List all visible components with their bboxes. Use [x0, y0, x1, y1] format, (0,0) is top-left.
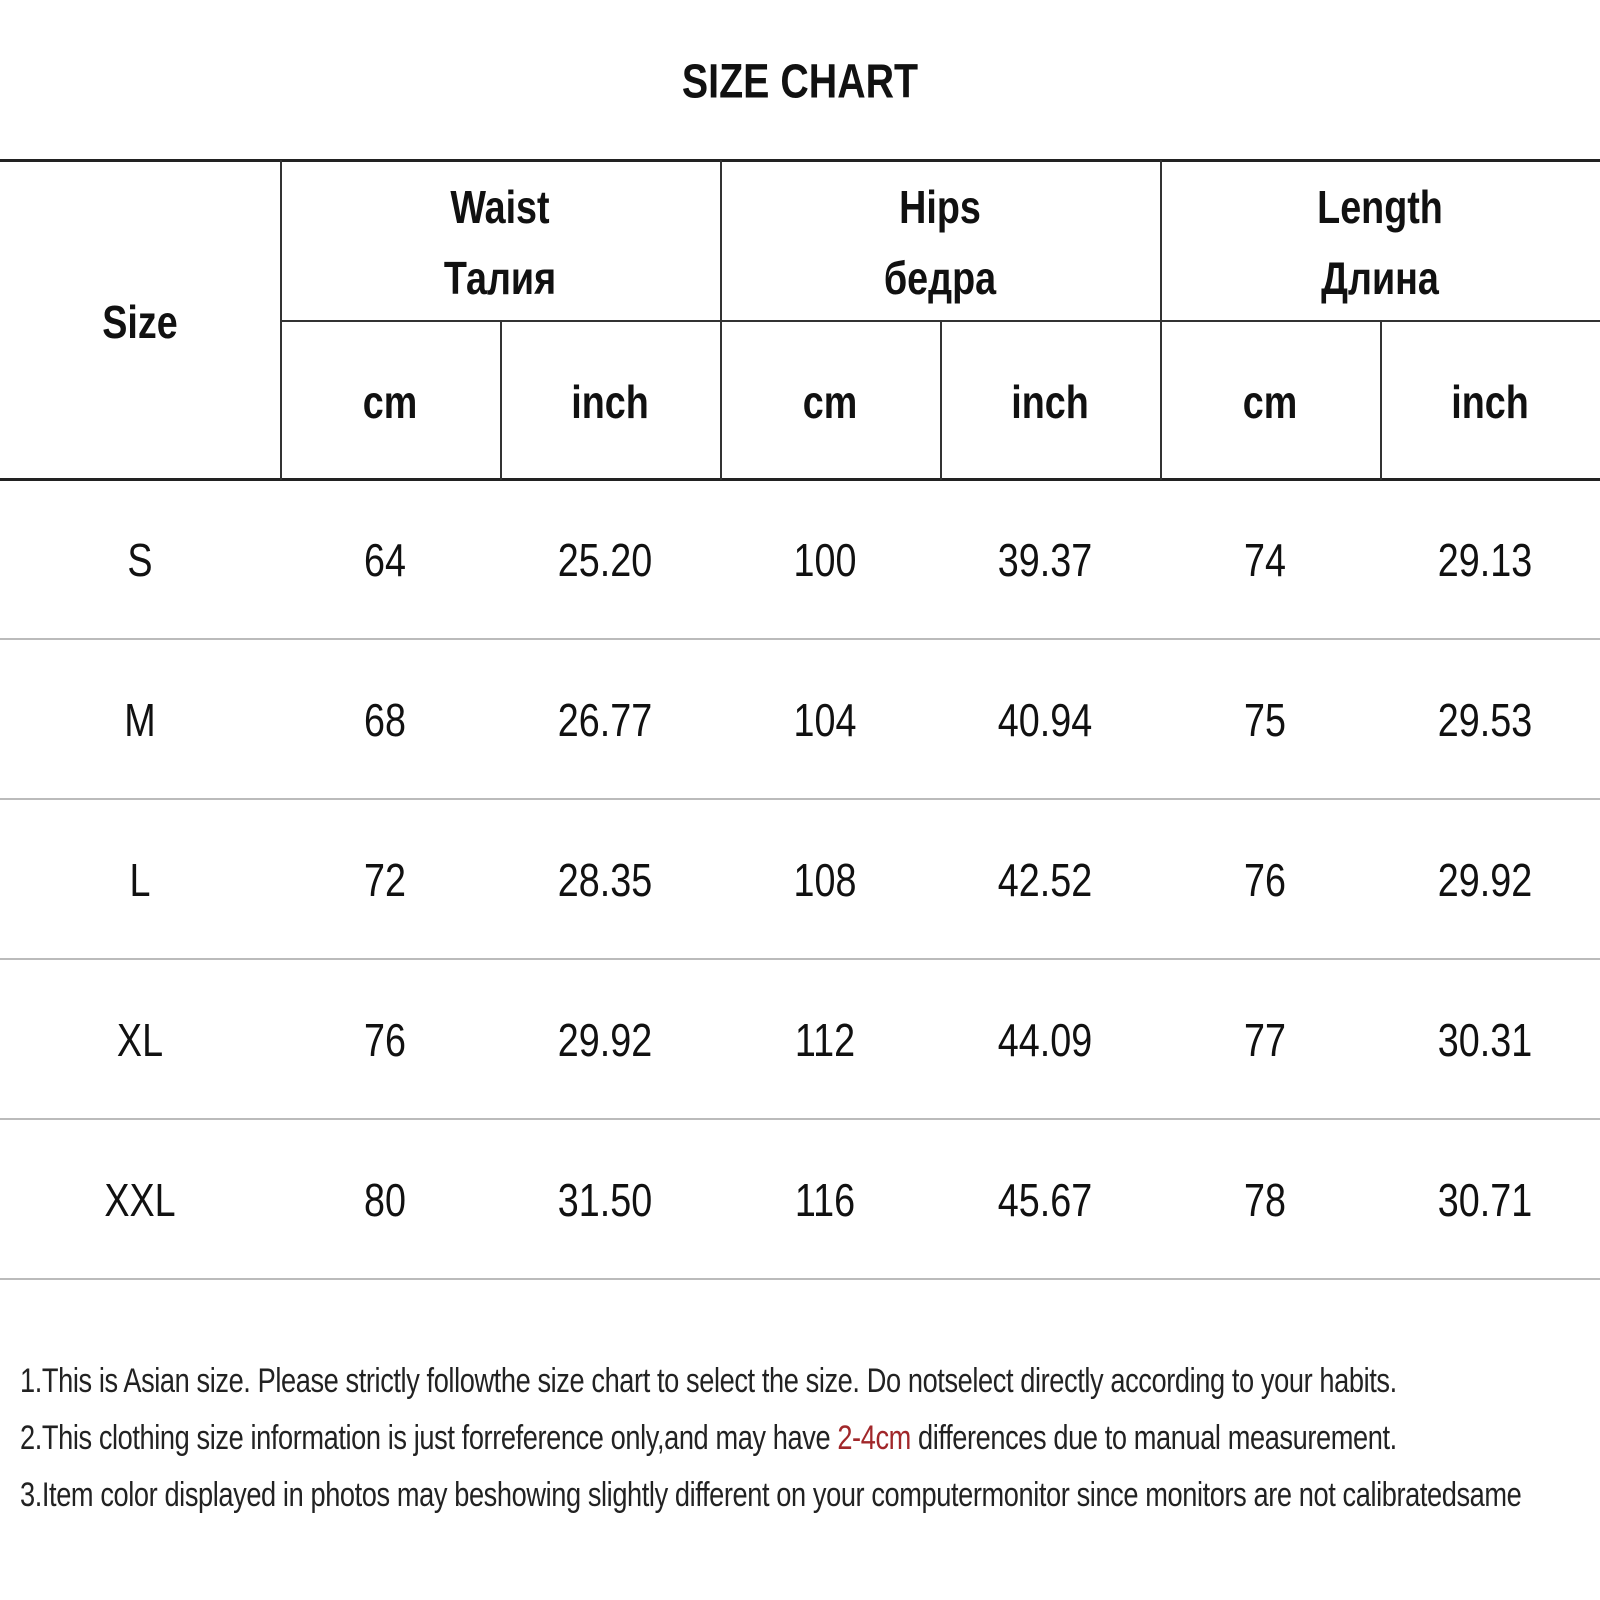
measurement: 40.94	[997, 694, 1093, 746]
note-text: 2.This clothing size information is just…	[20, 1419, 838, 1457]
measurement: 29.13	[1437, 534, 1533, 586]
measurement: 39.37	[997, 534, 1093, 586]
unit-header: inch	[571, 376, 649, 428]
note-text: 1.This is Asian size. Please strictly fo…	[20, 1362, 1397, 1400]
measurement: 26.77	[557, 694, 653, 746]
size-label: XXL	[104, 1174, 176, 1226]
measurement: 31.50	[557, 1174, 653, 1226]
table-line	[1160, 160, 1162, 480]
measurement: 44.09	[997, 1014, 1093, 1066]
measurement: 30.31	[1437, 1014, 1533, 1066]
table-line	[940, 320, 942, 480]
table-line	[500, 320, 502, 480]
note-text: differences due to manual measurement.	[910, 1419, 1397, 1457]
group-header: Length	[1317, 181, 1443, 233]
note: 2.This clothing size information is just…	[20, 1419, 1397, 1458]
unit-header: cm	[802, 376, 858, 428]
measurement: 30.71	[1437, 1174, 1533, 1226]
measurement: 64	[364, 534, 406, 586]
table-line	[0, 478, 1600, 481]
note: 3.Item color displayed in photos may bes…	[20, 1476, 1522, 1515]
measurement: 45.67	[997, 1174, 1093, 1226]
table-line	[0, 798, 1600, 800]
measurement: 78	[1244, 1174, 1286, 1226]
group-header: Waist	[450, 181, 550, 233]
note-highlight: 2-4cm	[837, 1419, 911, 1457]
size-label: XL	[116, 1014, 164, 1066]
measurement: 28.35	[557, 854, 653, 906]
group-header-ru: Талия	[443, 252, 557, 304]
size-label: L	[129, 854, 151, 906]
note: 1.This is Asian size. Please strictly fo…	[20, 1362, 1397, 1401]
measurement: 29.92	[557, 1014, 653, 1066]
unit-header: inch	[1451, 376, 1529, 428]
table-line	[1380, 320, 1382, 480]
measurement: 100	[793, 534, 857, 586]
table-line	[0, 159, 1600, 162]
group-header: Hips	[899, 181, 981, 233]
group-header-ru: Длина	[1321, 252, 1439, 304]
measurement: 74	[1244, 534, 1286, 586]
table-line	[720, 160, 722, 480]
measurement: 42.52	[997, 854, 1093, 906]
unit-header: inch	[1011, 376, 1089, 428]
measurement: 76	[364, 1014, 406, 1066]
size-header: Size	[102, 296, 178, 348]
measurement: 29.92	[1437, 854, 1533, 906]
size-label: S	[127, 534, 153, 586]
unit-header: cm	[1242, 376, 1298, 428]
table-line	[0, 1118, 1600, 1120]
measurement: 104	[793, 694, 857, 746]
group-header-ru: бедра	[883, 252, 997, 304]
table-line	[0, 638, 1600, 640]
table-line	[0, 1278, 1600, 1280]
measurement: 77	[1244, 1014, 1286, 1066]
measurement: 29.53	[1437, 694, 1533, 746]
title: SIZE CHART	[681, 55, 919, 109]
measurement: 75	[1244, 694, 1286, 746]
size-label: M	[124, 694, 156, 746]
table-line	[0, 958, 1600, 960]
unit-header: cm	[362, 376, 418, 428]
measurement: 80	[364, 1174, 406, 1226]
measurement: 25.20	[557, 534, 653, 586]
table-line	[280, 160, 282, 480]
measurement: 116	[794, 1174, 856, 1226]
measurement: 76	[1244, 854, 1286, 906]
measurement: 68	[364, 694, 406, 746]
measurement: 112	[794, 1014, 856, 1066]
note-text: 3.Item color displayed in photos may bes…	[20, 1476, 1522, 1514]
measurement: 108	[793, 854, 857, 906]
measurement: 72	[364, 854, 406, 906]
